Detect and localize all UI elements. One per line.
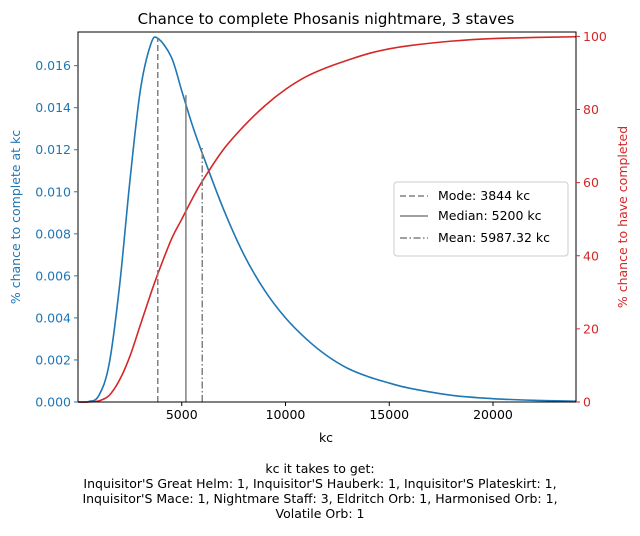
x-tick-label: 10000 [266,407,306,422]
plot-frame [77,31,577,403]
y-left-tick-label: 0.006 [35,268,71,283]
y-axis-right: 0 20 40 60 80 100 [576,29,607,410]
legend: Mode: 3844 kc Median: 5200 kc Mean: 5987… [393,181,569,257]
x-axis-label: kc [319,430,333,445]
y-axis-left: 0.000 0.002 0.004 0.006 0.008 0.010 0.012 0.014… [35,58,78,410]
y-right-tick-label: 20 [583,321,599,336]
chart: Chance to complete Phosanis nightmare, 3… [8,10,630,445]
cdf-line [77,35,577,403]
y-axis-right-label: % chance to have completed [615,126,630,308]
y-axis-left-label: % chance to complete at kc [8,130,23,304]
y-left-tick-label: 0.000 [35,395,71,410]
x-tick-label: 20000 [473,407,513,422]
legend-mode-label: Mode: 3844 kc [438,188,530,203]
caption: kc it takes to get: Inquisitor'S Great H… [0,461,640,521]
y-right-tick-label: 40 [583,248,599,263]
x-axis: 5000 10000 15000 20000 [166,402,513,422]
y-right-tick-label: 80 [583,102,599,117]
pdf-line [77,36,577,403]
y-right-tick-label: 60 [583,175,599,190]
caption-line-2: Inquisitor'S Great Helm: 1, Inquisitor'S… [83,476,557,491]
caption-line-4: Volatile Orb: 1 [275,506,365,521]
y-left-tick-label: 0.002 [35,352,71,367]
legend-box [393,181,569,257]
caption-line-3: Inquisitor'S Mace: 1, Nightmare Staff: 3… [82,491,558,506]
chart-title: Chance to complete Phosanis nightmare, 3… [138,10,515,28]
x-tick-label: 5000 [166,407,198,422]
y-right-tick-label: 0 [583,395,591,410]
y-left-tick-label: 0.008 [35,226,71,241]
marker-lines [157,38,203,402]
legend-mean-label: Mean: 5987.32 kc [438,230,550,245]
cdf-series [77,35,577,403]
y-left-tick-label: 0.016 [35,58,71,73]
pdf-series [77,36,577,403]
y-left-tick-label: 0.004 [35,310,71,325]
x-tick-label: 15000 [369,407,409,422]
y-left-tick-label: 0.010 [35,184,71,199]
caption-line-1: kc it takes to get: [265,461,375,476]
y-left-tick-label: 0.014 [35,100,71,115]
y-right-tick-label: 100 [583,29,607,44]
y-left-tick-label: 0.012 [35,142,71,157]
legend-median-label: Median: 5200 kc [438,208,542,223]
